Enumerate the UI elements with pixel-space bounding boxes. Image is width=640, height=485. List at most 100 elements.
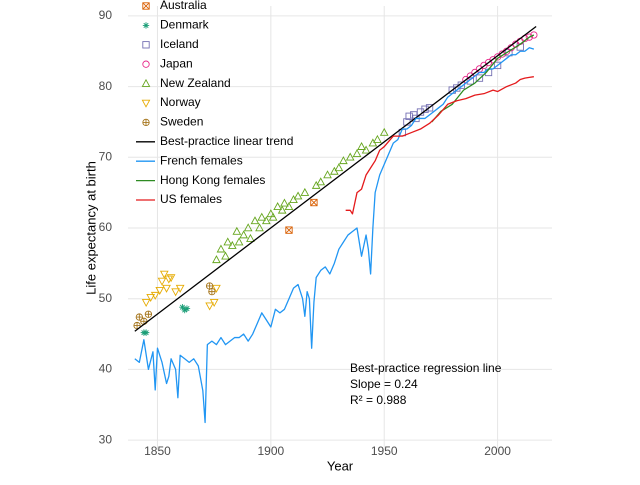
point [232, 226, 242, 235]
point [141, 78, 151, 87]
point [284, 202, 294, 211]
y-axis-title: Life expectancy at birth [83, 161, 98, 295]
point [352, 149, 362, 158]
point [142, 118, 150, 127]
line [345, 76, 534, 215]
point [162, 284, 171, 293]
point [243, 223, 253, 232]
point [164, 275, 174, 284]
y-tick-label: 30 [99, 432, 113, 446]
y-tick-label: 80 [99, 79, 113, 93]
grid [128, 6, 552, 450]
point [277, 205, 287, 214]
point [212, 284, 221, 293]
point [425, 104, 434, 112]
point [530, 31, 538, 39]
point [373, 134, 382, 143]
point [357, 141, 366, 150]
legend-label: New Zealand [160, 76, 231, 90]
point [239, 230, 248, 239]
point [525, 33, 533, 41]
point [141, 298, 151, 307]
x-tick-label: 2000 [484, 444, 511, 458]
legend-label: Hong Kong females [160, 173, 265, 187]
point [179, 303, 186, 311]
plot-marks [133, 25, 538, 424]
line [431, 34, 535, 123]
point [216, 244, 226, 253]
legend-label: French females [160, 153, 243, 167]
point [142, 41, 150, 49]
point [159, 270, 169, 279]
point [466, 77, 475, 85]
point [273, 202, 283, 211]
legend-label: US females [160, 192, 222, 206]
point [316, 177, 326, 186]
point [266, 209, 276, 218]
y-tick-label: 40 [99, 362, 113, 376]
point [261, 216, 271, 225]
legend-label: Australia [160, 0, 207, 12]
point [142, 329, 150, 336]
point [135, 313, 143, 321]
point [293, 191, 303, 200]
point [157, 277, 167, 286]
point [334, 163, 344, 172]
point [141, 99, 151, 108]
legend-label: Denmark [160, 18, 210, 32]
legend-label: Japan [160, 56, 193, 70]
point [255, 223, 264, 232]
point [166, 274, 176, 283]
point [142, 60, 150, 68]
point [155, 286, 165, 295]
x-tick-label: 1850 [144, 444, 171, 458]
line [134, 25, 537, 332]
point [212, 255, 221, 264]
point [379, 127, 389, 136]
point [323, 170, 332, 179]
legend-label: Best-practice linear trend [160, 134, 293, 148]
point [280, 198, 289, 207]
annotation: Slope = 0.24 [350, 377, 418, 391]
point [205, 302, 214, 311]
legend-label: Norway [160, 95, 201, 109]
point [268, 212, 278, 221]
point [246, 233, 255, 242]
point [345, 152, 355, 161]
point [183, 305, 191, 312]
point [285, 226, 293, 234]
x-axis-title: Year [327, 458, 354, 473]
point [175, 284, 185, 293]
y-tick-label: 50 [99, 291, 113, 305]
line [134, 47, 535, 424]
point [234, 237, 244, 246]
annotation: Best-practice regression line [350, 361, 502, 375]
x-tick-label: 1900 [257, 444, 284, 458]
point [250, 216, 260, 225]
y-tick-label: 70 [99, 149, 113, 163]
point [227, 240, 237, 249]
point [181, 306, 188, 314]
point [142, 22, 150, 29]
annotation: R² = 0.988 [350, 393, 407, 407]
point [475, 74, 484, 82]
point [150, 291, 160, 300]
x-tick-label: 1950 [371, 444, 398, 458]
point [171, 288, 180, 297]
point [493, 61, 502, 70]
point [257, 212, 267, 221]
legend-label: Sweden [160, 115, 203, 129]
point [208, 287, 216, 296]
point [223, 237, 233, 246]
point [339, 156, 348, 165]
point [144, 310, 153, 318]
point [209, 298, 219, 307]
point [146, 294, 156, 303]
point [310, 198, 318, 207]
point [142, 2, 150, 10]
y-tick-label: 90 [99, 8, 113, 22]
point [361, 145, 371, 154]
point [300, 187, 310, 196]
legend-label: Iceland [160, 37, 199, 51]
